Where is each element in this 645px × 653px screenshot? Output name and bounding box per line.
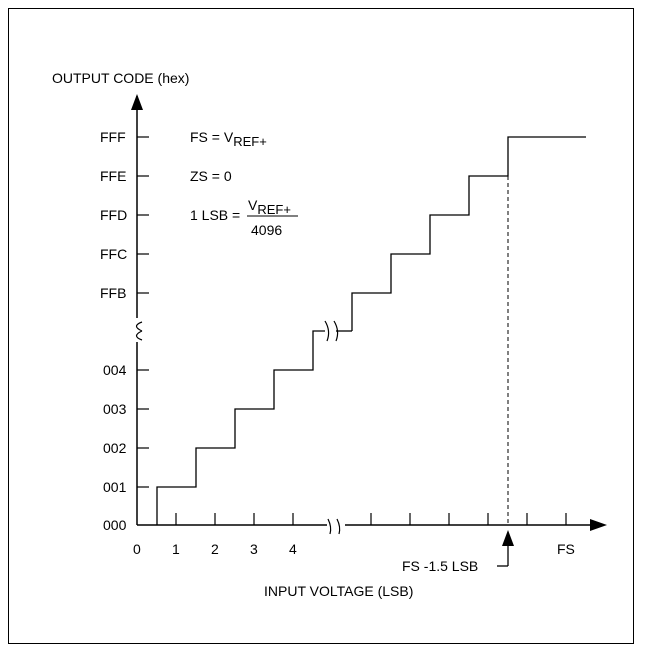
y-label-002: 002 <box>103 440 127 456</box>
y-axis: OUTPUT CODE (hex) FFF FFE FFD FFC FFB 00… <box>52 70 189 533</box>
y-label-ffc: FFC <box>100 246 127 262</box>
figure-frame <box>8 8 634 644</box>
x-ticks <box>175 513 567 525</box>
lsb-equation-prefix: 1 LSB = <box>190 207 240 223</box>
zs-equation: ZS = 0 <box>190 168 232 184</box>
lsb-denominator: 4096 <box>251 222 282 238</box>
y-label-004: 004 <box>103 362 127 378</box>
staircase-break-icon <box>324 320 330 342</box>
lsb-numerator: VREF+ <box>248 197 291 217</box>
fs-minus-1p5-lsb-label: FS -1.5 LSB <box>402 558 478 574</box>
x-axis-break-icon <box>327 518 332 535</box>
y-label-003: 003 <box>103 401 127 417</box>
y-axis-break-icon <box>135 321 143 332</box>
y-label-ffd: FFD <box>100 207 127 223</box>
y-axis-title: OUTPUT CODE (hex) <box>52 70 189 86</box>
y-ticks <box>137 136 149 488</box>
y-label-ffb: FFB <box>100 285 126 301</box>
fs-annotation: FS -1.5 LSB <box>402 530 514 574</box>
x-axis-title: INPUT VOLTAGE (LSB) <box>264 583 413 599</box>
x-axis-arrow-icon <box>590 519 607 531</box>
annotation-arrow-icon <box>502 530 514 546</box>
y-label-001: 001 <box>103 479 127 495</box>
y-label-ffe: FFE <box>100 168 126 184</box>
x-label-0: 0 <box>133 541 141 557</box>
x-label-4: 4 <box>289 541 297 557</box>
x-label-2: 2 <box>211 541 219 557</box>
x-label-3: 3 <box>250 541 258 557</box>
staircase-lower <box>156 330 325 525</box>
legend-equations: FS = VREF+ ZS = 0 1 LSB = VREF+ 4096 <box>190 129 298 238</box>
staircase-upper <box>351 136 586 331</box>
fs-equation: FS = VREF+ <box>190 129 267 149</box>
x-label-1: 1 <box>172 541 180 557</box>
transfer-staircase <box>156 136 586 525</box>
x-axis: 0 1 2 3 4 FS INPUT VOLTAGE (LSB) <box>133 513 607 599</box>
x-label-fs: FS <box>557 541 575 557</box>
y-axis-arrow-icon <box>131 94 143 110</box>
y-label-000: 000 <box>103 517 127 533</box>
y-label-fff: FFF <box>100 129 126 145</box>
